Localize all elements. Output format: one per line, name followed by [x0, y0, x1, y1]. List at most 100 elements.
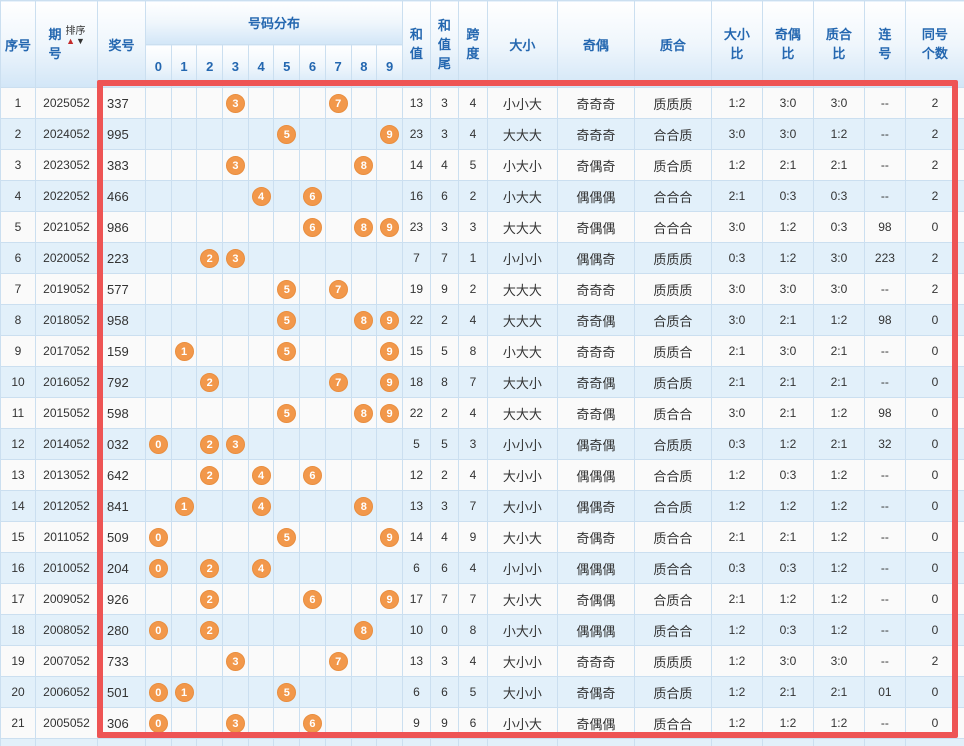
digit-ball: 0 [148, 558, 168, 578]
sort-desc-icon[interactable]: ▼ [76, 36, 85, 46]
digit-cell-8: 8 [350, 397, 378, 429]
sum-tail-cell: 0 [429, 614, 459, 646]
digit-cell-1 [170, 707, 198, 739]
digit-cell-4 [247, 614, 275, 646]
sort-control[interactable]: 排序 ▲ ▼ [66, 26, 86, 46]
digit-ball: 5 [277, 403, 297, 423]
table-row: 2 2024052 995 5 9 23 3 4 大大大 奇奇奇 合合质 3:0… [0, 118, 964, 150]
digit-cell-3 [222, 180, 249, 212]
span-cell: 2 [457, 273, 488, 305]
same-count-cell: 0 [904, 428, 964, 460]
table-row: 4 2022052 466 4 6 16 6 2 小大大 偶偶偶 合合合 2:1… [0, 180, 964, 212]
digit-cell-0: 0 [145, 707, 172, 739]
digit-cell-8: 8 [350, 490, 378, 522]
digit-cell-3 [222, 521, 249, 553]
prime-ratio-cell: 1:2 [812, 707, 865, 739]
same-count-cell: 0 [904, 583, 964, 615]
digit-cell-9 [376, 614, 403, 646]
consecutive-cell: -- [863, 335, 906, 367]
table-row: 20 2006052 501 0 1 5 6 6 5 大小小 奇偶奇 质合质 1… [0, 676, 964, 708]
winning-number-cell: 337 [97, 87, 146, 119]
digit-ball: 2 [200, 620, 220, 640]
digit-cell-2 [196, 397, 224, 429]
prime-pattern-cell: 质质质 [633, 87, 712, 119]
digit-cell-5 [273, 583, 301, 615]
sum-cell: 6 [401, 676, 431, 708]
prime-pattern-cell: 质合质 [633, 676, 712, 708]
digit-cell-0: 0 [145, 521, 172, 553]
winning-number-cell: 280 [97, 614, 146, 646]
digit-cell-8 [350, 552, 378, 584]
winning-number-cell [97, 738, 146, 746]
digit-ball: 0 [148, 620, 168, 640]
digit-ball: 0 [148, 434, 168, 454]
sum-cell: 5 [401, 428, 431, 460]
seq-cell: 21 [0, 707, 36, 739]
winning-number-cell: 223 [97, 242, 146, 274]
col-header-parity-ratio: 奇偶比 [761, 0, 814, 88]
digit-ball: 3 [225, 93, 245, 113]
winning-number-cell: 792 [97, 366, 146, 398]
digit-ball: 0 [148, 713, 168, 733]
digit-cell-7: 7 [324, 645, 352, 677]
digit-cell-7 [324, 738, 352, 746]
sum-cell: 9 [401, 707, 431, 739]
parity-pattern-cell: 奇奇奇 [556, 645, 635, 677]
same-count-cell: 0 [904, 676, 964, 708]
digit-cell-1 [170, 552, 198, 584]
same-count-cell: 0 [904, 614, 964, 646]
digit-cell-5 [273, 459, 301, 491]
parity-pattern-cell: 奇奇奇 [556, 335, 635, 367]
digit-cell-3: 3 [222, 242, 249, 274]
digit-cell-0 [145, 242, 172, 274]
digit-cell-7: 7 [324, 366, 352, 398]
prime-ratio-header-label: 质合比 [825, 27, 852, 61]
table-row: 6 2020052 223 2 3 7 7 1 小小小 偶偶奇 质质质 0:3 … [0, 242, 964, 274]
seq-cell: 1 [0, 87, 36, 119]
digit-cell-5 [273, 180, 301, 212]
span-cell: 8 [457, 614, 488, 646]
winning-number-cell: 204 [97, 552, 146, 584]
size-ratio-cell [710, 738, 763, 746]
period-cell: 2025052 [35, 87, 98, 119]
digit-cell-4: 4 [247, 180, 275, 212]
digit-cell-5 [273, 366, 301, 398]
digit-cell-4 [247, 645, 275, 677]
digit-cell-9: 9 [376, 583, 403, 615]
size-ratio-cell: 3:0 [710, 304, 763, 336]
digit-cell-3: 3 [222, 645, 249, 677]
digit-cell-4 [247, 707, 275, 739]
digit-cell-3 [222, 583, 249, 615]
span-cell: 4 [457, 645, 488, 677]
digit-cell-6 [299, 614, 326, 646]
winning-number-cell: 306 [97, 707, 146, 739]
digit-ball: 0 [148, 527, 168, 547]
size-ratio-cell: 3:0 [710, 118, 763, 150]
span-cell: 7 [457, 490, 488, 522]
sum-tail-cell: 7 [429, 583, 459, 615]
table-row: 13 2013052 642 2 4 6 12 2 4 大小小 偶偶偶 合合质 … [0, 459, 964, 491]
digit-cell-0 [145, 397, 172, 429]
prime-pattern-cell: 质质合 [633, 335, 712, 367]
digit-cell-1 [170, 614, 198, 646]
digit-ball: 2 [200, 558, 220, 578]
same-count-header-label: 同号个数 [921, 27, 948, 61]
period-cell: 2017052 [35, 335, 98, 367]
consecutive-cell: -- [863, 552, 906, 584]
sum-tail-cell: 6 [429, 552, 459, 584]
digit-cell-5 [273, 428, 301, 460]
digit-cell-1 [170, 211, 198, 243]
seq-cell: 14 [0, 490, 36, 522]
same-count-cell: 2 [904, 273, 964, 305]
digit-cell-5: 5 [273, 118, 301, 150]
size-ratio-cell: 2:1 [710, 521, 763, 553]
prime-pattern-cell: 质质质 [633, 242, 712, 274]
digit-cell-9 [376, 149, 403, 181]
sort-asc-icon[interactable]: ▲ [66, 36, 75, 46]
digit-ball: 1 [174, 682, 194, 702]
seq-cell: 13 [0, 459, 36, 491]
digit-cell-6: 6 [299, 211, 326, 243]
col-header-sum: 和值 [401, 0, 431, 88]
digit-cell-4 [247, 211, 275, 243]
digit-cell-4 [247, 273, 275, 305]
